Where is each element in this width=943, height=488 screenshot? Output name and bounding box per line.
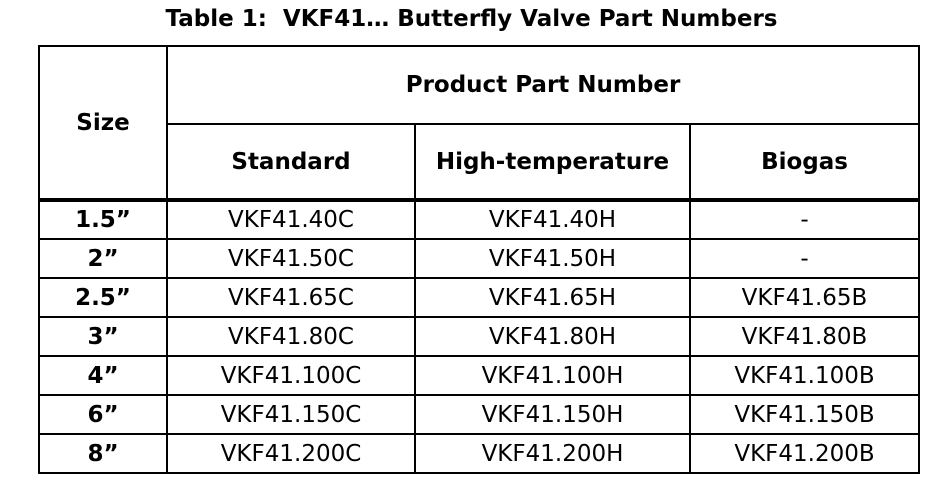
table-header-row: Size Product Part Number (38, 45, 921, 201)
biogas-header: Biogas (688, 123, 921, 201)
biogas-part-cell: VKF41.150B (688, 394, 921, 435)
high-temperature-part-cell: VKF41.80H (414, 316, 691, 357)
biogas-part-cell: VKF41.200B (688, 433, 921, 474)
standard-part-cell: VKF41.80C (166, 316, 416, 357)
standard-part-cell: VKF41.200C (166, 433, 416, 474)
size-cell: 4” (38, 355, 168, 396)
table-row: 1.5” VKF41.40C VKF41.40H - (38, 198, 921, 240)
size-cell: 8” (38, 433, 168, 474)
table-row: 8” VKF41.200C VKF41.200H VKF41.200B (38, 433, 921, 474)
table-caption: Table 1: VKF41… Butterfly Valve Part Num… (165, 6, 778, 32)
high-temperature-header: High-temperature (414, 123, 691, 201)
size-cell: 2.5” (38, 277, 168, 318)
high-temperature-part-cell: VKF41.200H (414, 433, 691, 474)
biogas-part-cell: VKF41.100B (688, 355, 921, 396)
table-row: 6” VKF41.150C VKF41.150H VKF41.150B (38, 394, 921, 435)
biogas-part-cell: - (688, 198, 921, 240)
standard-part-cell: VKF41.50C (166, 238, 416, 279)
biogas-part-cell: VKF41.65B (688, 277, 921, 318)
high-temperature-part-cell: VKF41.40H (414, 198, 691, 240)
table-row: 2.5” VKF41.65C VKF41.65H VKF41.65B (38, 277, 921, 318)
high-temperature-part-cell: VKF41.65H (414, 277, 691, 318)
part-numbers-table: Size Product Part Number Standard High-t… (38, 45, 921, 474)
high-temperature-part-cell: VKF41.50H (414, 238, 691, 279)
table-row: 3” VKF41.80C VKF41.80H VKF41.80B (38, 316, 921, 357)
size-cell: 1.5” (38, 198, 168, 240)
high-temperature-part-cell: VKF41.150H (414, 394, 691, 435)
table-row: 4” VKF41.100C VKF41.100H VKF41.100B (38, 355, 921, 396)
table-row: 2” VKF41.50C VKF41.50H - (38, 238, 921, 279)
biogas-part-cell: - (688, 238, 921, 279)
standard-part-cell: VKF41.40C (166, 198, 416, 240)
size-cell: 3” (38, 316, 168, 357)
standard-part-cell: VKF41.100C (166, 355, 416, 396)
standard-part-cell: VKF41.65C (166, 277, 416, 318)
size-cell: 2” (38, 238, 168, 279)
standard-header: Standard (166, 123, 416, 201)
biogas-part-cell: VKF41.80B (688, 316, 921, 357)
standard-part-cell: VKF41.150C (166, 394, 416, 435)
high-temperature-part-cell: VKF41.100H (414, 355, 691, 396)
size-header: Size (38, 45, 168, 201)
size-cell: 6” (38, 394, 168, 435)
product-part-number-header: Product Part Number (165, 45, 921, 125)
table-subheader-row: Standard High-temperature Biogas (39, 123, 921, 201)
